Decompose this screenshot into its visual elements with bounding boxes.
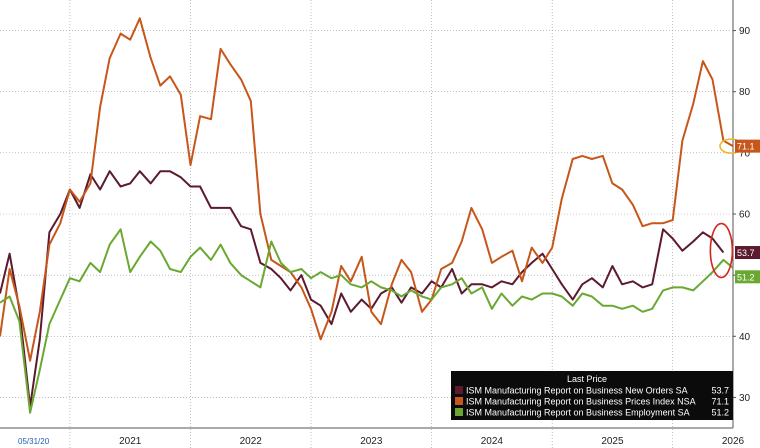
annotation-circle-new-orders [709, 222, 734, 279]
legend-box: Last Price ISM Manufacturing Report on Bu… [451, 371, 733, 420]
legend-title: Last Price [567, 374, 607, 384]
x-tick-label-2025: 2025 [601, 436, 624, 447]
horizontal-grid [0, 30, 733, 398]
legend-swatch-0 [455, 386, 463, 394]
x-tick-label-2026: 2026 [722, 436, 745, 447]
y-tick-label-60: 60 [739, 210, 751, 221]
legend-last-value-0: 53.7 [711, 386, 729, 396]
value-tag-1: 71.1 [737, 142, 755, 152]
legend-background [451, 371, 733, 420]
series-lines [0, 17, 734, 414]
x-tick-label-2022: 2022 [240, 436, 263, 447]
y-tick-label-80: 80 [739, 87, 751, 98]
value-tag-bg-2 [735, 270, 760, 284]
series-line-0 [0, 170, 725, 408]
legend-swatch-2 [455, 408, 463, 416]
x-tick-label-2024: 2024 [481, 436, 504, 447]
legend-swatch-1 [455, 397, 463, 405]
y-tick-label-70: 70 [739, 148, 751, 159]
legend-entry-2: ISM Manufacturing Report on Business Emp… [466, 408, 690, 418]
x-tick-label-2023: 2023 [360, 436, 383, 447]
x-axis-ticks: 2021 2022 2023 2024 2025 2026 [119, 436, 744, 447]
corner-date-label: 05/31/20 [18, 437, 50, 446]
y-tick-label-40: 40 [739, 332, 751, 343]
value-tag-bg-0 [735, 246, 760, 260]
value-tag-2: 51.2 [737, 272, 755, 282]
corner-date-box [0, 432, 64, 448]
legend-entry-1: ISM Manufacturing Report on Business Pri… [466, 397, 696, 407]
last-value-tags: 71.1 53.7 51.2 [735, 139, 760, 284]
value-tag-bg-1 [735, 139, 760, 153]
legend-last-value-2: 51.2 [711, 408, 729, 418]
y-tick-label-90: 90 [739, 26, 751, 37]
y-tick-label-30: 30 [739, 393, 751, 404]
legend-entry-0: ISM Manufacturing Report on Business New… [466, 386, 688, 396]
legend-last-value-1: 71.1 [711, 397, 729, 407]
series-line-2 [0, 228, 734, 414]
value-tag-0: 53.7 [737, 248, 755, 258]
x-tick-label-2021: 2021 [119, 436, 142, 447]
